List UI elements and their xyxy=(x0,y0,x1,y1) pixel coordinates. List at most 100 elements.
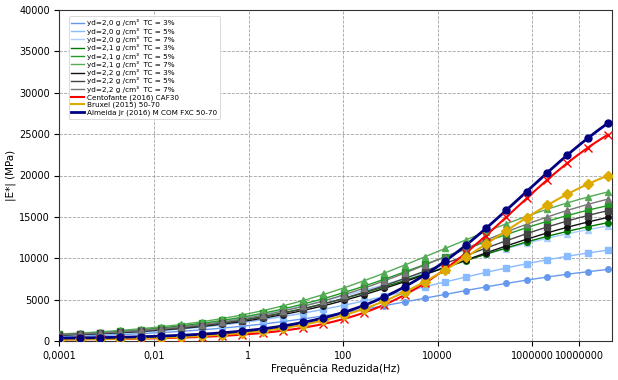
yd=2,1 g /cm³  TC = 7% xyxy=(56,332,63,336)
yd=2,1 g /cm³  TC = 7% xyxy=(391,267,399,271)
yd=2,2 g /cm³  TC = 3% xyxy=(552,228,560,233)
Almeida Jr (2016) M COM FXC 50-70 xyxy=(552,162,560,167)
yd=2,1 g /cm³  TC = 3% xyxy=(57,333,65,337)
yd=2,1 g /cm³  TC = 5% xyxy=(381,277,388,282)
Bruxel (2015) 50-70 xyxy=(381,299,388,304)
yd=2,0 g /cm³  TC = 7% xyxy=(552,234,560,238)
yd=2,0 g /cm³  TC = 5% xyxy=(57,334,65,338)
Line: yd=2,2 g /cm³  TC = 5%: yd=2,2 g /cm³ TC = 5% xyxy=(59,211,608,335)
Y-axis label: |E*| (MPa): |E*| (MPa) xyxy=(6,150,16,201)
yd=2,0 g /cm³  TC = 5% xyxy=(552,256,560,260)
Line: yd=2,0 g /cm³  TC = 3%: yd=2,0 g /cm³ TC = 3% xyxy=(59,269,608,337)
yd=2,1 g /cm³  TC = 3% xyxy=(604,220,612,225)
yd=2,2 g /cm³  TC = 7% xyxy=(518,224,525,228)
yd=2,1 g /cm³  TC = 7% xyxy=(604,190,612,194)
Almeida Jr (2016) M COM FXC 50-70 xyxy=(381,295,388,299)
yd=2,2 g /cm³  TC = 3% xyxy=(604,215,612,220)
Bruxel (2015) 50-70 xyxy=(56,337,63,342)
Almeida Jr (2016) M COM FXC 50-70 xyxy=(57,336,65,340)
yd=2,2 g /cm³  TC = 3% xyxy=(382,286,389,290)
yd=2,1 g /cm³  TC = 5% xyxy=(552,216,560,221)
Almeida Jr (2016) M COM FXC 50-70 xyxy=(518,194,525,198)
Line: yd=2,0 g /cm³  TC = 7%: yd=2,0 g /cm³ TC = 7% xyxy=(59,226,608,335)
Bruxel (2015) 50-70 xyxy=(382,298,389,303)
yd=2,2 g /cm³  TC = 5% xyxy=(604,208,612,213)
yd=2,1 g /cm³  TC = 3% xyxy=(518,241,525,245)
Line: Almeida Jr (2016) M COM FXC 50-70: Almeida Jr (2016) M COM FXC 50-70 xyxy=(59,123,608,338)
Almeida Jr (2016) M COM FXC 50-70 xyxy=(56,336,63,340)
yd=2,1 g /cm³  TC = 3% xyxy=(382,284,389,289)
yd=2,0 g /cm³  TC = 7% xyxy=(57,332,65,337)
Centofante (2016) CAF30 xyxy=(381,302,388,307)
yd=2,0 g /cm³  TC = 7% xyxy=(391,279,399,284)
Bruxel (2015) 50-70 xyxy=(391,294,399,299)
yd=2,0 g /cm³  TC = 5% xyxy=(391,291,399,296)
yd=2,2 g /cm³  TC = 3% xyxy=(391,283,399,287)
Line: yd=2,0 g /cm³  TC = 5%: yd=2,0 g /cm³ TC = 5% xyxy=(59,250,608,336)
yd=2,1 g /cm³  TC = 7% xyxy=(381,271,388,276)
Bruxel (2015) 50-70 xyxy=(57,337,65,342)
yd=2,0 g /cm³  TC = 7% xyxy=(382,282,389,287)
yd=2,2 g /cm³  TC = 3% xyxy=(518,239,525,243)
yd=2,0 g /cm³  TC = 3% xyxy=(552,274,560,278)
Legend: yd=2,0 g /cm³  TC = 3%, yd=2,0 g /cm³  TC = 5%, yd=2,0 g /cm³  TC = 7%, yd=2,1 g: yd=2,0 g /cm³ TC = 3%, yd=2,0 g /cm³ TC … xyxy=(69,16,221,119)
Centofante (2016) CAF30 xyxy=(518,201,525,205)
yd=2,1 g /cm³  TC = 5% xyxy=(382,276,389,281)
yd=2,1 g /cm³  TC = 7% xyxy=(57,332,65,336)
yd=2,0 g /cm³  TC = 5% xyxy=(381,294,388,299)
yd=2,0 g /cm³  TC = 3% xyxy=(382,303,389,308)
yd=2,1 g /cm³  TC = 3% xyxy=(56,333,63,337)
Line: Centofante (2016) CAF30: Centofante (2016) CAF30 xyxy=(59,135,608,339)
yd=2,2 g /cm³  TC = 7% xyxy=(391,274,399,279)
yd=2,0 g /cm³  TC = 7% xyxy=(604,224,612,228)
Line: yd=2,1 g /cm³  TC = 7%: yd=2,1 g /cm³ TC = 7% xyxy=(59,192,608,334)
yd=2,2 g /cm³  TC = 7% xyxy=(56,332,63,337)
yd=2,2 g /cm³  TC = 5% xyxy=(381,283,388,288)
Line: yd=2,1 g /cm³  TC = 3%: yd=2,1 g /cm³ TC = 3% xyxy=(59,223,608,335)
yd=2,2 g /cm³  TC = 3% xyxy=(57,332,65,337)
yd=2,0 g /cm³  TC = 7% xyxy=(518,242,525,247)
Centofante (2016) CAF30 xyxy=(382,302,389,306)
yd=2,1 g /cm³  TC = 3% xyxy=(391,281,399,286)
yd=2,2 g /cm³  TC = 7% xyxy=(604,197,612,201)
yd=2,1 g /cm³  TC = 7% xyxy=(382,270,389,275)
yd=2,1 g /cm³  TC = 7% xyxy=(552,204,560,209)
Bruxel (2015) 50-70 xyxy=(604,173,612,178)
yd=2,0 g /cm³  TC = 5% xyxy=(56,334,63,338)
Line: yd=2,1 g /cm³  TC = 5%: yd=2,1 g /cm³ TC = 5% xyxy=(59,206,608,334)
Line: yd=2,2 g /cm³  TC = 7%: yd=2,2 g /cm³ TC = 7% xyxy=(59,199,608,334)
X-axis label: Frequência Reduzida(Hz): Frequência Reduzida(Hz) xyxy=(271,364,400,374)
Bruxel (2015) 50-70 xyxy=(552,198,560,202)
Centofante (2016) CAF30 xyxy=(57,337,65,342)
yd=2,1 g /cm³  TC = 5% xyxy=(604,203,612,208)
Bruxel (2015) 50-70 xyxy=(518,218,525,223)
yd=2,2 g /cm³  TC = 3% xyxy=(56,333,63,337)
yd=2,0 g /cm³  TC = 3% xyxy=(56,334,63,339)
yd=2,0 g /cm³  TC = 3% xyxy=(381,304,388,308)
yd=2,2 g /cm³  TC = 5% xyxy=(57,332,65,337)
yd=2,1 g /cm³  TC = 7% xyxy=(518,216,525,220)
yd=2,1 g /cm³  TC = 5% xyxy=(57,332,65,337)
yd=2,0 g /cm³  TC = 5% xyxy=(518,263,525,267)
yd=2,1 g /cm³  TC = 3% xyxy=(381,285,388,289)
Almeida Jr (2016) M COM FXC 50-70 xyxy=(604,121,612,125)
yd=2,2 g /cm³  TC = 3% xyxy=(381,286,388,291)
yd=2,0 g /cm³  TC = 5% xyxy=(604,248,612,252)
Centofante (2016) CAF30 xyxy=(56,337,63,342)
yd=2,1 g /cm³  TC = 5% xyxy=(56,332,63,337)
Line: yd=2,2 g /cm³  TC = 3%: yd=2,2 g /cm³ TC = 3% xyxy=(59,217,608,335)
yd=2,0 g /cm³  TC = 3% xyxy=(57,334,65,339)
yd=2,2 g /cm³  TC = 7% xyxy=(382,278,389,283)
Almeida Jr (2016) M COM FXC 50-70 xyxy=(391,290,399,294)
yd=2,2 g /cm³  TC = 7% xyxy=(552,212,560,216)
Almeida Jr (2016) M COM FXC 50-70 xyxy=(382,294,389,298)
yd=2,2 g /cm³  TC = 7% xyxy=(57,332,65,337)
Centofante (2016) CAF30 xyxy=(552,169,560,174)
yd=2,0 g /cm³  TC = 3% xyxy=(391,301,399,306)
yd=2,0 g /cm³  TC = 3% xyxy=(518,279,525,283)
Centofante (2016) CAF30 xyxy=(391,298,399,302)
yd=2,2 g /cm³  TC = 7% xyxy=(381,279,388,283)
yd=2,1 g /cm³  TC = 5% xyxy=(391,273,399,278)
yd=2,2 g /cm³  TC = 5% xyxy=(382,283,389,287)
yd=2,0 g /cm³  TC = 5% xyxy=(382,294,389,298)
